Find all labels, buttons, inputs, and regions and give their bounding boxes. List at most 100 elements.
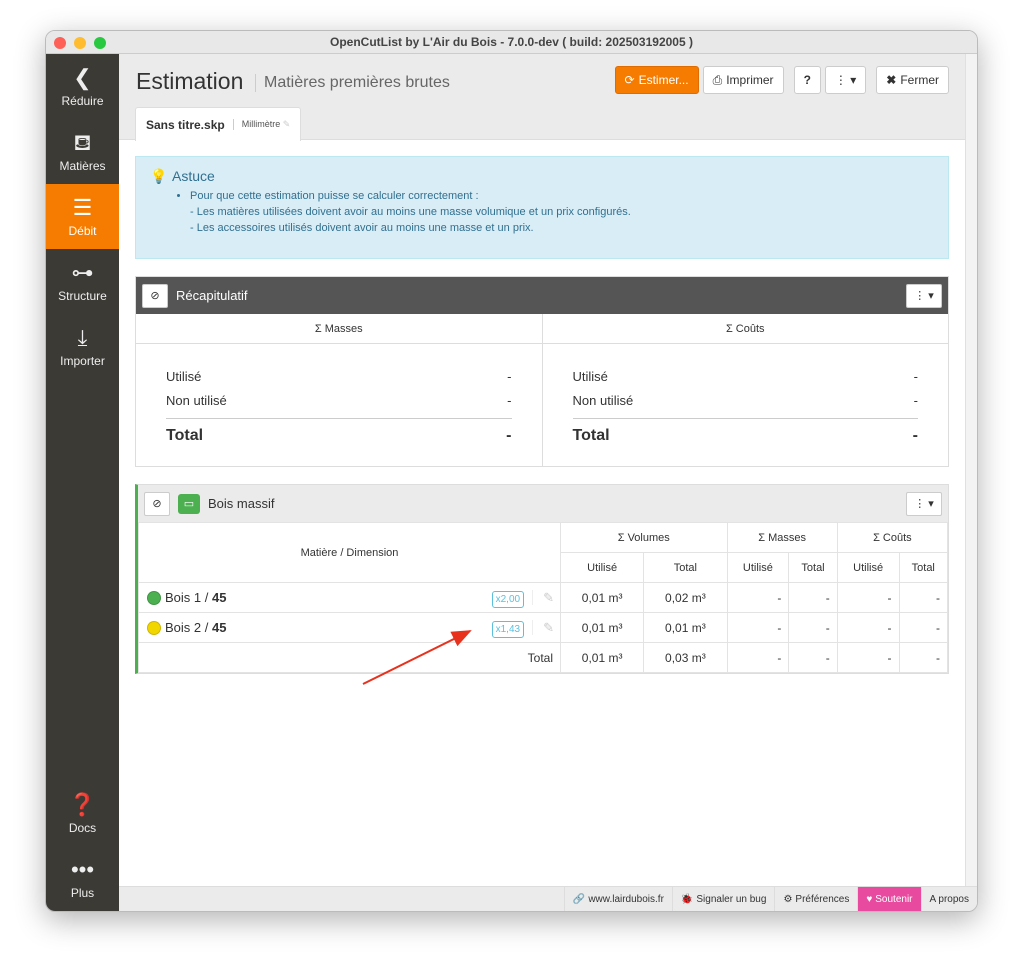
sidebar-item-importer[interactable]: ⤓ Importer — [46, 314, 119, 379]
factor-badge[interactable]: x2,00 — [491, 590, 525, 608]
header-total: Total — [643, 552, 728, 583]
cell: - — [788, 582, 838, 613]
toggle-visibility-button[interactable]: ⊘ — [142, 283, 168, 308]
cell: - — [836, 582, 900, 613]
header-used: Utilisé — [559, 552, 645, 583]
row-value: - — [506, 426, 512, 444]
eye-slash-icon: ⊘ — [152, 498, 162, 510]
bug-icon: 🐞 — [680, 893, 694, 905]
masses-column: Σ Masses Utilisé - Non utilisé - Total - — [136, 314, 543, 466]
cell: 0,03 m³ — [643, 642, 728, 673]
toggle-visibility-button[interactable]: ⊘ — [144, 491, 170, 516]
refresh-icon: ⟳ — [624, 73, 635, 87]
row-value: - — [507, 368, 512, 384]
app-window: OpenCutList by L'Air du Bois - 7.0.0-dev… — [45, 30, 978, 912]
table-row[interactable]: Bois 2 / 45 x1,43 ✎ 0,01 m³ 0,01 m³ - - - - — [138, 612, 949, 643]
report-bug-button[interactable]: 🐞 Signaler un bug — [671, 887, 775, 911]
panel-menu-button[interactable]: ⋮ ▾ — [906, 283, 942, 308]
more-icon: ••• — [70, 856, 95, 882]
print-button[interactable]: ⎙ Imprimer — [702, 66, 784, 94]
preferences-button[interactable]: ⚙ Préférences — [774, 887, 857, 911]
eye-slash-icon: ⊘ — [150, 290, 160, 302]
pencil-icon[interactable]: ✎ — [532, 619, 560, 635]
close-button[interactable]: ✖ Fermer — [876, 66, 949, 94]
header-costs: Σ Coûts — [836, 522, 949, 553]
sidebar-item-reduire[interactable]: ❮ Réduire — [46, 54, 119, 119]
column-header: Σ Coûts — [542, 314, 948, 344]
help-icon: ? — [803, 73, 811, 87]
paint-bucket-icon: ⛾ — [73, 129, 92, 155]
scrollbar[interactable] — [965, 54, 977, 886]
more-vertical-icon: ⋮ ▾ — [834, 73, 857, 87]
total-label: Total — [138, 642, 561, 673]
footer-label: www.lairdubois.fr — [588, 893, 664, 905]
cell: - — [836, 642, 900, 673]
row-value: - — [913, 392, 918, 408]
footer: 🔗 www.lairdubois.fr 🐞 Signaler un bug ⚙ Pré… — [119, 886, 977, 911]
cell: 0,01 m³ — [559, 612, 645, 643]
sidebar-item-docs[interactable]: ❓ Docs — [46, 781, 119, 846]
about-button[interactable]: A propos — [920, 887, 977, 911]
material-name: Bois 2 — [165, 619, 202, 635]
sidebar-item-matieres[interactable]: ⛾ Matières — [46, 119, 119, 184]
unit-text: Millimètre — [241, 119, 281, 129]
sidebar-label: Structure — [58, 288, 107, 303]
link-icon: 🔗 — [572, 893, 586, 905]
panel-title: Bois massif — [208, 496, 275, 511]
close-icon: ✖ — [886, 73, 897, 87]
estimate-label: Estimer... — [638, 73, 689, 87]
factor-badge[interactable]: x1,43 — [491, 620, 525, 638]
cell: 0,01 m³ — [643, 612, 728, 643]
heart-hand-icon: ♥ — [866, 893, 873, 905]
print-icon: ⎙ — [712, 72, 723, 87]
unit-label[interactable]: Millimètre ✎ — [232, 119, 291, 130]
material-color-dot — [147, 591, 161, 606]
footer-label: Préférences — [795, 893, 850, 905]
list-icon: ☰ — [72, 194, 93, 220]
main-panel: Estimation Matières premières brutes ⟳ Es… — [119, 54, 965, 886]
tip-line: - Les matières utilisées doivent avoir a… — [190, 206, 631, 218]
sidebar-item-debit[interactable]: ☰ Débit — [46, 184, 119, 249]
close-window-button[interactable] — [54, 37, 66, 49]
solid-wood-icon: ▭ — [178, 493, 200, 514]
window-title: OpenCutList by L'Air du Bois - 7.0.0-dev… — [330, 35, 693, 49]
file-name: Sans titre.skp — [146, 117, 225, 132]
print-label: Imprimer — [726, 73, 774, 87]
panel-menu-button[interactable]: ⋮ ▾ — [906, 491, 942, 516]
minimize-window-button[interactable] — [74, 37, 86, 49]
row-label: Non utilisé — [166, 392, 227, 408]
row-value: - — [913, 368, 918, 384]
estimate-button[interactable]: ⟳ Estimer... — [614, 66, 699, 94]
tree-icon: ⊶ — [71, 259, 94, 285]
sidebar-item-structure[interactable]: ⊶ Structure — [46, 249, 119, 314]
tip-box: 💡Astuce Pour que cette estimation puisse… — [135, 156, 949, 259]
cell: - — [836, 612, 900, 643]
website-link[interactable]: 🔗 www.lairdubois.fr — [563, 887, 672, 911]
title-bar: OpenCutList by L'Air du Bois - 7.0.0-dev… — [46, 31, 977, 54]
costs-column: Σ Coûts Utilisé - Non utilisé - Total - — [542, 314, 948, 466]
row-label: Total — [572, 426, 610, 444]
material-cell: Bois 2 / 45 x1,43 ✎ — [138, 612, 561, 643]
help-button[interactable]: ? — [793, 66, 821, 94]
column-header: Σ Masses — [136, 314, 542, 344]
cell: - — [898, 612, 949, 643]
pencil-icon[interactable]: ✎ — [532, 589, 560, 605]
row-label: Utilisé — [166, 368, 202, 384]
zoom-window-button[interactable] — [94, 37, 106, 49]
material-color-dot — [147, 621, 161, 636]
material-cell: Bois 1 / 45 x2,00 ✎ — [138, 582, 561, 613]
cell: - — [788, 612, 838, 643]
table-row[interactable]: Bois 1 / 45 x2,00 ✎ 0,01 m³ 0,02 m³ - - - - — [138, 582, 949, 613]
row-value: - — [507, 392, 512, 408]
pencil-icon: ✎ — [282, 119, 291, 129]
sidebar-item-plus[interactable]: ••• Plus — [46, 846, 119, 911]
row-label: Non utilisé — [572, 392, 634, 408]
sidebar-label: Débit — [68, 223, 97, 238]
row-value: - — [912, 426, 918, 444]
sidebar: ❮ Réduire ⛾ Matières ☰ Débit ⊶ Structure ⤓ Im… — [46, 54, 119, 911]
more-menu-button[interactable]: ⋮ ▾ — [824, 66, 867, 94]
header-masses: Σ Masses — [726, 522, 838, 553]
panel-title: Récapitulatif — [176, 288, 248, 303]
support-button[interactable]: ♥ Soutenir — [857, 887, 921, 911]
file-tab[interactable]: Sans titre.skp Millimètre ✎ — [135, 107, 302, 141]
